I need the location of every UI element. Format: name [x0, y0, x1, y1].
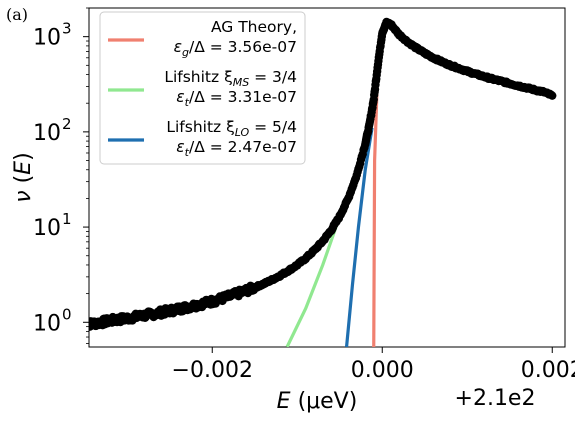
- series-line-3: [344, 127, 374, 347]
- legend: AG Theory, εg/Δ = 3.56e-07 Lifshitz ξMS = …: [99, 11, 306, 165]
- scatter-point-580: [548, 91, 557, 100]
- svg-text:10: 10: [33, 311, 61, 336]
- series-lines: [285, 19, 553, 347]
- y-tick-label-3: 10 3: [33, 20, 72, 51]
- legend-line1-3: Lifshitz ξLO = 5/4: [166, 118, 297, 139]
- svg-text:1: 1: [62, 210, 72, 228]
- panel-label: (a): [6, 5, 28, 24]
- legend-entry-2: Lifshitz ξMS = 3/4εt/Δ = 3.31e-07: [108, 68, 297, 109]
- x-offset-label: +2.1e2: [455, 386, 536, 411]
- legend-line1-1: AG Theory,: [211, 18, 297, 36]
- svg-text:10: 10: [33, 121, 61, 146]
- svg-text:2: 2: [62, 115, 72, 133]
- x-axis: −0.002 0.000 0.002: [172, 347, 575, 383]
- y-tick-label-0: 10 0: [33, 305, 72, 336]
- svg-text:0: 0: [62, 305, 72, 323]
- y-tick-label-1: 10 1: [33, 210, 72, 241]
- plot-frame: [88, 7, 566, 348]
- legend-entry-3: Lifshitz ξLO = 5/4εt/Δ = 2.47e-07: [108, 118, 297, 159]
- legend-box: [99, 11, 306, 165]
- legend-line1-2: Lifshitz ξMS = 3/4: [164, 68, 297, 89]
- legend-line2-1: εg/Δ = 3.56e-07: [174, 38, 297, 59]
- x-tick-label-1: 0.000: [351, 358, 414, 383]
- y-tick-label-2: 10 2: [33, 115, 72, 146]
- x-axis-label: E (μeV): [277, 389, 358, 414]
- scatter-point-0: [81, 320, 89, 328]
- svg-text:10: 10: [33, 26, 61, 51]
- legend-line2-3: εt/Δ = 2.47e-07: [176, 138, 297, 159]
- x-tick-label-0: −0.002: [172, 358, 253, 383]
- y-axis-label: ν (E): [11, 152, 36, 202]
- legend-line2-2: εt/Δ = 3.31e-07: [176, 88, 297, 109]
- x-tick-label-2: 0.002: [521, 358, 575, 383]
- svg-text:3: 3: [62, 20, 72, 38]
- svg-text:10: 10: [33, 216, 61, 241]
- legend-entry-1: AG Theory, εg/Δ = 3.56e-07: [108, 18, 297, 59]
- scatter-points: [81, 17, 557, 331]
